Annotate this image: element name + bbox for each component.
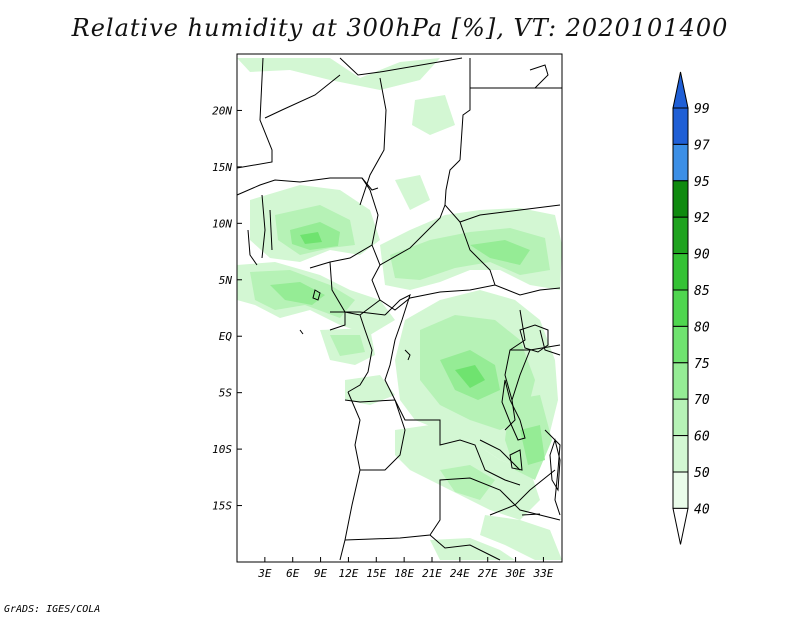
colorbar-top-arrow <box>672 71 689 109</box>
humidity-field <box>237 58 562 560</box>
colorbar-level-label: 80 <box>694 320 710 335</box>
y-tick-label: 5S <box>219 387 233 400</box>
colorbar-segment <box>672 216 689 255</box>
colorbar-segment <box>672 325 689 364</box>
colorbar-level-label: 60 <box>694 430 710 445</box>
y-axis: 20N 15N 10N 5N EQ 5S 10S 15S <box>212 104 242 513</box>
chart-title: Relative humidity at 300hPa [%], VT: 202… <box>71 14 729 42</box>
x-tick-label: 3E <box>257 567 272 580</box>
colorbar-level-label: 50 <box>694 466 710 481</box>
colorbar-segment <box>672 362 689 400</box>
colorbar-segment <box>672 253 689 291</box>
x-tick-label: 12E <box>338 567 358 580</box>
colorbar-level-label: 92 <box>694 211 710 226</box>
colorbar-segment <box>672 143 689 182</box>
x-tick-label: 27E <box>478 567 498 580</box>
y-tick-label: 10S <box>212 443 232 456</box>
country-borders <box>236 57 562 561</box>
lakes <box>299 64 561 516</box>
colorbar-level-label: 75 <box>694 357 710 372</box>
map-frame <box>236 53 563 563</box>
y-tick-label: 5N <box>219 274 233 287</box>
colorbar-segment <box>672 435 689 473</box>
x-tick-label: 33E <box>532 567 553 580</box>
x-tick-label: 30E <box>505 567 526 580</box>
colorbar-level-label: 70 <box>694 393 710 408</box>
x-tick-label: 21E <box>422 567 442 580</box>
colorbar-segment <box>672 289 689 327</box>
y-tick-label: EQ <box>219 330 233 343</box>
y-tick-label: 15N <box>212 161 232 174</box>
colorbar-level-label: 40 <box>694 502 710 517</box>
colorbar-level-label: 85 <box>694 284 710 299</box>
credit-label: GrADS: IGES/COLA <box>4 604 101 615</box>
x-tick-label: 6E <box>286 567 300 580</box>
colorbar-segment <box>672 180 689 218</box>
colorbar-bottom-arrow <box>672 507 689 545</box>
x-tick-label: 24E <box>450 567 470 580</box>
x-tick-label: 9E <box>314 567 328 580</box>
colorbar-segment <box>672 107 689 145</box>
colorbar-segment <box>672 471 689 509</box>
colorbar: 99 97 95 92 90 85 80 75 70 60 50 40 <box>672 71 710 545</box>
colorbar-segment <box>672 398 689 437</box>
colorbar-level-label: 95 <box>694 175 710 190</box>
x-axis: 3E 6E 9E 12E 15E 18E 21E 24E 27E 30E 33E <box>257 557 554 580</box>
colorbar-level-label: 99 <box>694 102 710 117</box>
colorbar-level-label: 90 <box>694 248 710 263</box>
x-tick-label: 15E <box>366 567 386 580</box>
y-tick-label: 20N <box>212 104 232 117</box>
x-tick-label: 18E <box>394 567 414 580</box>
y-tick-label: 15S <box>212 500 232 513</box>
y-tick-label: 10N <box>212 217 232 230</box>
colorbar-level-label: 97 <box>694 138 710 153</box>
